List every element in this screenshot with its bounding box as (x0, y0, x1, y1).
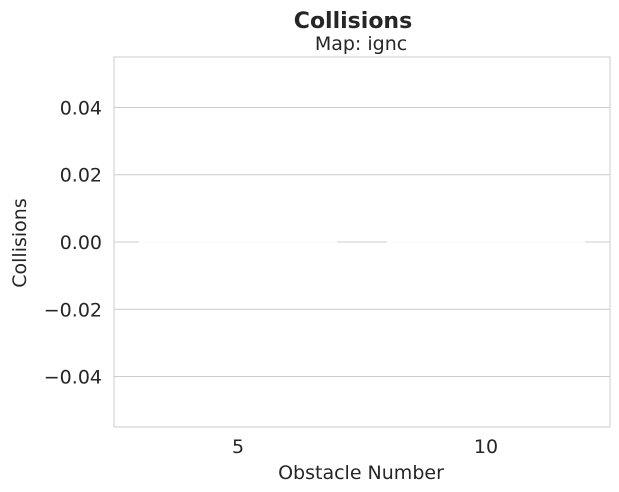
y-tick-label: 0.00 (60, 232, 102, 254)
y-tick-label: 0.02 (60, 165, 102, 187)
plot-frame (113, 56, 611, 428)
y-tick-label: −0.04 (44, 367, 102, 389)
y-tick-label: −0.02 (44, 299, 102, 321)
x-tick-label: 10 (474, 436, 498, 458)
y-axis-label: Collisions (9, 198, 31, 287)
chart-subtitle: Map: ignc (315, 33, 407, 55)
x-tick-labels: 5 10 (232, 436, 498, 458)
y-tick-label: 0.04 (60, 97, 102, 119)
bars (138, 241, 586, 243)
x-tick-label: 5 (232, 436, 244, 458)
y-tick-labels: −0.04 −0.02 0.00 0.02 0.04 (44, 97, 102, 388)
bar (138, 241, 338, 243)
chart-title: Collisions (294, 9, 412, 34)
x-axis-label: Obstacle Number (278, 462, 444, 484)
bar (386, 241, 586, 243)
